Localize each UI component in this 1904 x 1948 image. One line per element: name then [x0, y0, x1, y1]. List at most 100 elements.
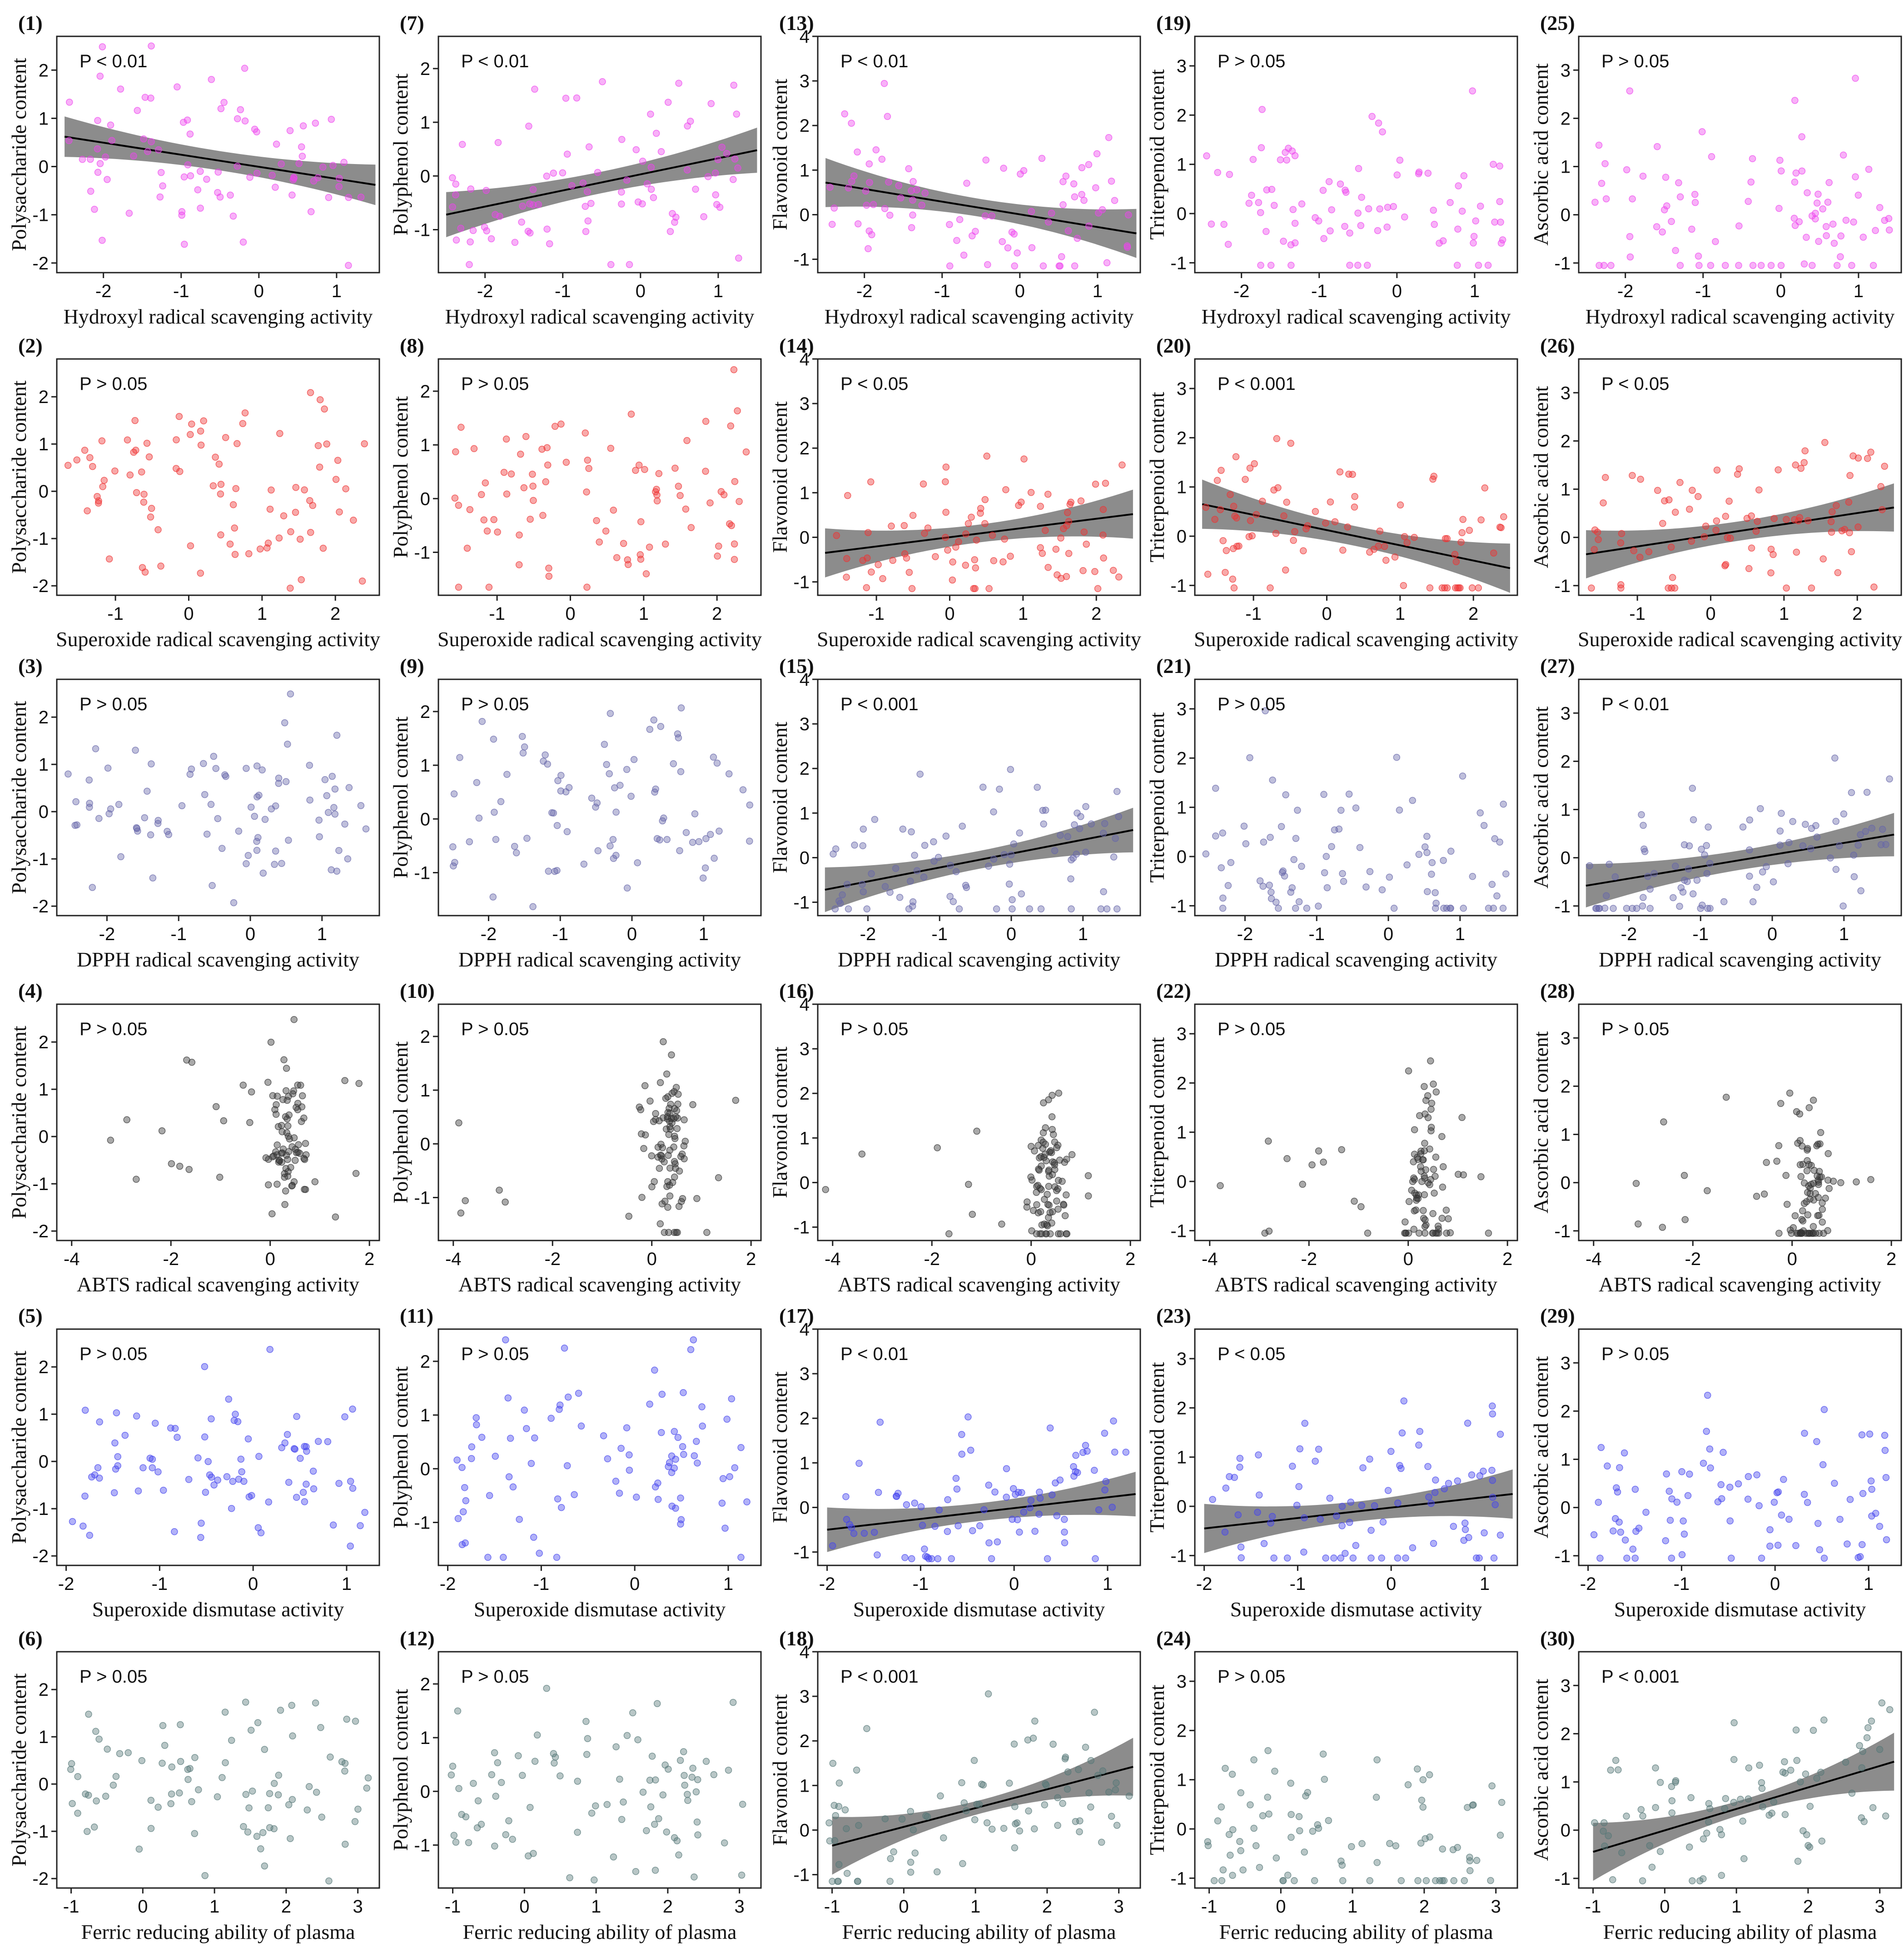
data-point — [1812, 1190, 1819, 1197]
data-point — [157, 563, 164, 570]
data-point — [977, 509, 984, 517]
data-point — [665, 1765, 672, 1773]
data-point — [1237, 1789, 1244, 1797]
data-point — [1639, 1812, 1646, 1820]
data-point — [1020, 1508, 1028, 1516]
data-point — [512, 849, 520, 857]
data-point — [307, 208, 315, 215]
data-point — [282, 1087, 290, 1095]
panel-label: (27) — [1540, 654, 1575, 678]
data-point — [1439, 237, 1447, 244]
data-point — [222, 434, 229, 441]
data-point — [1468, 1471, 1476, 1479]
data-point — [946, 262, 954, 270]
data-point — [1036, 1230, 1044, 1238]
data-point — [1623, 166, 1631, 174]
data-point — [945, 1230, 953, 1238]
data-point — [180, 173, 188, 181]
data-point — [1813, 833, 1821, 841]
data-point — [1833, 262, 1841, 269]
data-point — [301, 486, 308, 493]
data-point — [616, 1775, 623, 1783]
data-point — [1012, 1490, 1019, 1498]
data-point — [1266, 882, 1273, 889]
data-point — [879, 575, 886, 583]
data-point — [842, 1493, 850, 1500]
data-point — [603, 761, 610, 768]
data-point — [1656, 1779, 1664, 1786]
data-point — [468, 1443, 476, 1450]
data-point — [168, 1160, 175, 1167]
data-point — [297, 1081, 304, 1089]
x-tick-label: -2 — [477, 281, 493, 301]
y-tick-label: -1 — [1554, 254, 1571, 274]
data-point — [1064, 833, 1071, 840]
data-point — [1055, 1089, 1063, 1097]
data-point — [1227, 491, 1234, 498]
data-point — [248, 1088, 255, 1096]
data-point — [1785, 839, 1793, 846]
data-point — [991, 1488, 999, 1496]
data-point — [1676, 193, 1684, 201]
data-point — [682, 505, 690, 513]
data-point — [310, 177, 318, 185]
data-point — [1421, 1083, 1428, 1090]
data-point — [332, 476, 340, 483]
data-point — [1041, 1801, 1049, 1809]
data-point — [582, 429, 589, 437]
data-point — [1439, 1877, 1446, 1884]
data-point — [1036, 1185, 1044, 1192]
data-point — [1067, 498, 1074, 506]
data-point — [311, 1178, 319, 1186]
y-tick-label: 3 — [800, 714, 810, 734]
data-point — [1425, 1493, 1432, 1501]
y-tick-label: 2 — [39, 707, 49, 727]
data-point — [942, 478, 949, 485]
data-point — [1325, 178, 1333, 185]
data-point — [1685, 865, 1692, 873]
data-point — [1697, 905, 1704, 912]
data-point — [1802, 821, 1809, 828]
y-tick-label: -1 — [414, 543, 430, 563]
data-point — [281, 1439, 288, 1447]
regression-line — [1586, 833, 1894, 887]
regression-line — [446, 149, 757, 216]
data-point — [108, 137, 115, 144]
data-point — [1601, 474, 1609, 481]
x-tick-label: 0 — [1009, 1574, 1019, 1594]
data-point — [593, 517, 600, 524]
x-tick-label: -1 — [489, 604, 505, 624]
data-point — [612, 1478, 620, 1485]
x-tick-label: 0 — [945, 604, 954, 624]
data-point — [848, 120, 855, 127]
y-tick-label: 2 — [420, 382, 430, 402]
data-point — [955, 538, 962, 546]
data-point — [1296, 1827, 1303, 1834]
x-tick-label: -2 — [1621, 924, 1637, 944]
data-point — [1661, 497, 1668, 505]
data-point — [1758, 1554, 1765, 1562]
data-point — [539, 512, 547, 519]
data-point — [1700, 533, 1708, 541]
data-point — [1033, 1183, 1040, 1190]
data-point — [1011, 262, 1018, 270]
data-point — [319, 544, 327, 552]
p-value-text: P > 0.05 — [80, 374, 147, 394]
data-point — [1051, 1183, 1059, 1191]
data-point — [1730, 1756, 1738, 1763]
data-point — [154, 1804, 162, 1811]
data-point — [1680, 1530, 1688, 1538]
data-point — [626, 1466, 633, 1474]
data-point — [282, 778, 290, 785]
data-point — [265, 1181, 272, 1189]
data-point — [1626, 253, 1634, 261]
data-point — [1018, 890, 1025, 897]
data-point — [114, 1453, 121, 1460]
regression-line — [64, 135, 376, 186]
x-tick-label: 0 — [245, 924, 255, 944]
y-tick-label: -1 — [32, 205, 49, 225]
y-tick-label: 4 — [800, 27, 810, 47]
data-point — [159, 1722, 167, 1729]
